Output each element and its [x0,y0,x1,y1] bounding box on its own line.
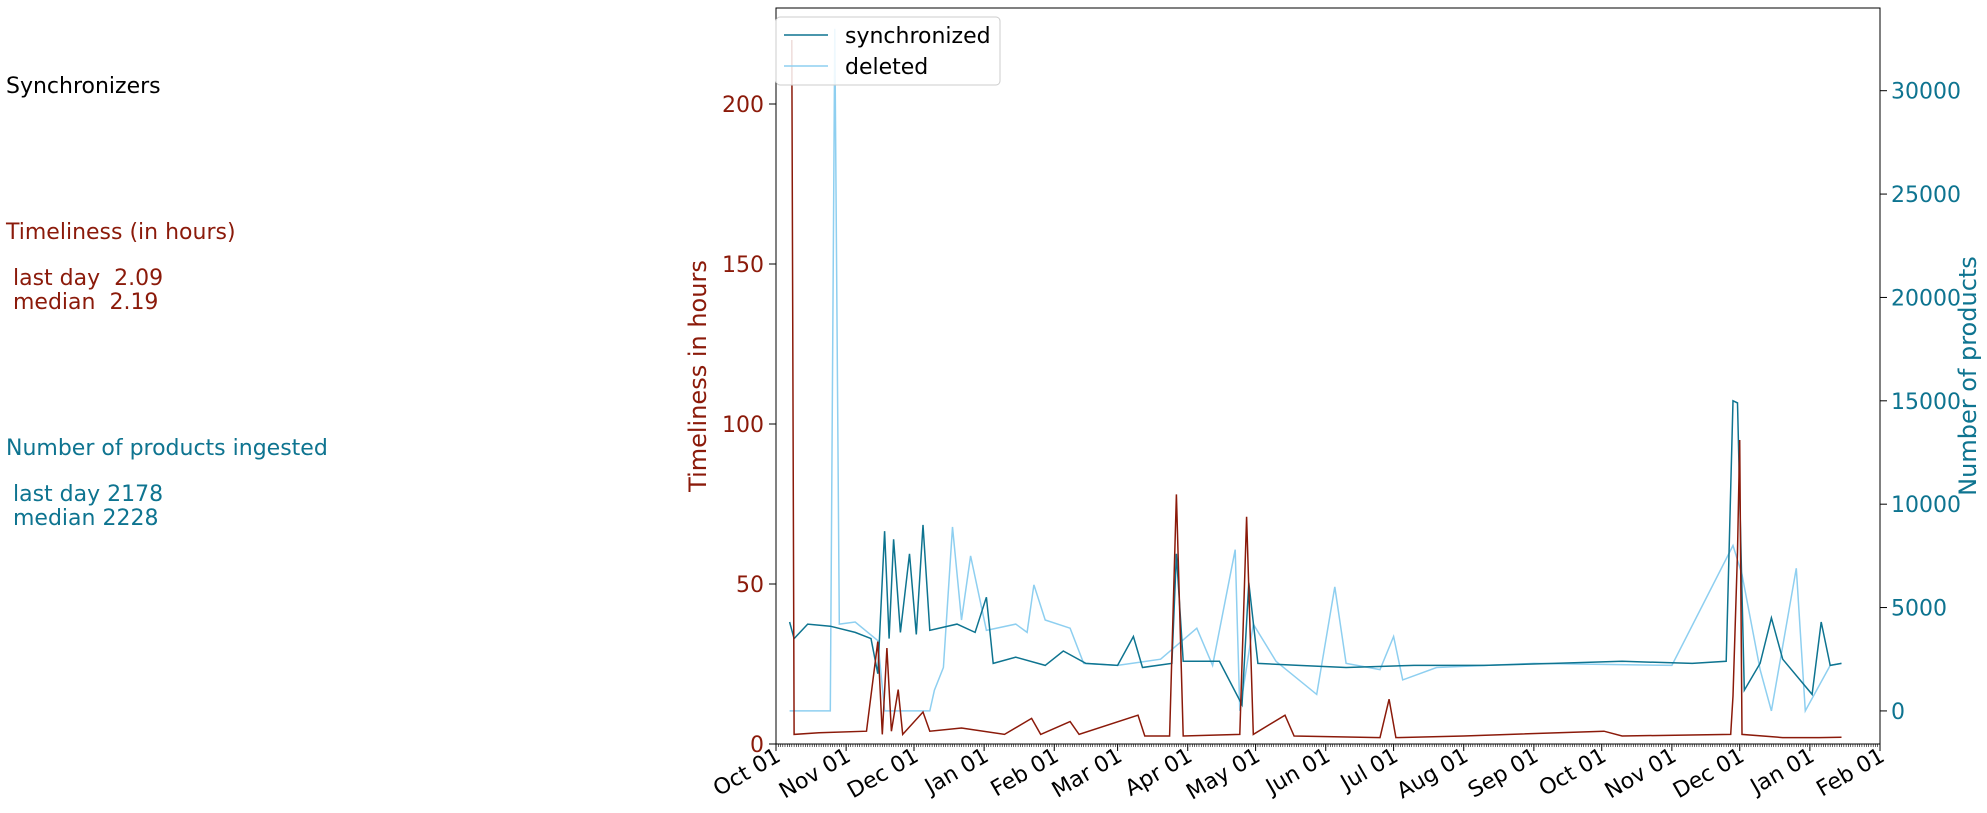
x-tick-label: Jan 01 [1745,744,1819,801]
left-tick-label: 50 [736,573,764,598]
right-tick-label: 15000 [1891,390,1961,415]
x-tick-label: May 01 [1182,744,1264,806]
x-tick-label: Sep 01 [1464,744,1543,804]
timeliness-title: Timeliness (in hours) [6,220,236,245]
series-line-synchronized [788,399,1842,708]
x-tick-label: Feb 01 [1812,744,1889,803]
right-tick-label: 5000 [1891,597,1947,622]
legend: synchronized deleted [775,16,1001,86]
sidebar-title: Synchronizers [6,74,161,99]
x-tick-label: Oct 01 [709,744,785,802]
x-tick-label: Apr 01 [1121,744,1197,802]
left-tick-label: 150 [722,253,764,278]
left-tick-label: 0 [750,733,764,758]
right-tick-label: 10000 [1891,493,1961,518]
x-tick-label: Jul 01 [1335,744,1403,797]
x-tick-label: Feb 01 [987,744,1064,803]
legend-label-synchronized: synchronized [845,24,991,49]
products-last-day: last day 2178 [6,482,164,507]
right-tick-label: 20000 [1891,286,1961,311]
products-median: median 2228 [6,506,159,531]
right-tick-label: 30000 [1891,80,1961,105]
series-line-deleted [789,28,1842,714]
right-tick-label: 25000 [1891,183,1961,208]
timeliness-median: median 2.19 [6,290,159,315]
x-tick-label: Oct 01 [1535,744,1611,802]
x-tick-label: Jan 01 [919,744,993,801]
left-tick-label: 100 [722,413,764,438]
series-line-timeliness [791,39,1842,739]
x-tick-label: Aug 01 [1393,744,1473,805]
left-axis-title: Timeliness in hours [684,260,712,493]
right-axis-title: Number of products [1954,256,1982,496]
products-title: Number of products ingested [6,436,328,461]
x-tick-label: Dec 01 [1669,744,1749,804]
x-tick-label: Nov 01 [1601,744,1681,805]
left-tick-label: 200 [722,93,764,118]
legend-box [775,16,1001,86]
x-tick-label: Nov 01 [775,744,855,805]
x-tick-label: Jun 01 [1260,744,1334,801]
x-tick-label: Mar 01 [1048,744,1127,804]
right-tick-label: 0 [1891,700,1905,725]
x-tick-label: Dec 01 [843,744,923,804]
legend-label-deleted: deleted [845,55,928,80]
plot-frame [775,7,1881,745]
timeliness-last-day: last day 2.09 [6,266,164,291]
